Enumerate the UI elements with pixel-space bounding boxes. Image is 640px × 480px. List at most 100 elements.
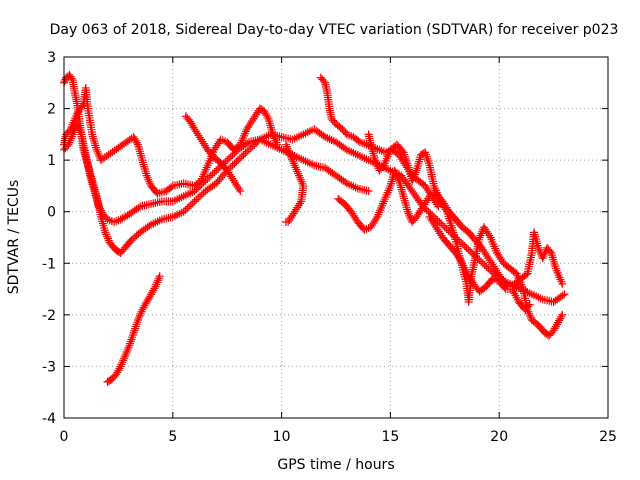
data-point-marker <box>480 261 489 270</box>
data-point-marker <box>482 262 491 271</box>
data-point-marker <box>438 221 447 230</box>
data-point-marker <box>249 114 258 123</box>
data-point-marker <box>455 255 464 264</box>
data-point-marker <box>196 192 204 201</box>
data-point-marker <box>225 154 234 163</box>
data-point-marker <box>434 227 443 236</box>
data-point-marker <box>154 274 163 283</box>
data-point-marker <box>398 146 407 155</box>
data-point-marker <box>231 178 240 187</box>
data-point-marker <box>539 252 548 261</box>
data-point-marker <box>127 335 136 344</box>
data-point-marker <box>437 199 446 208</box>
data-point-marker <box>432 223 441 232</box>
data-point-marker <box>185 202 194 211</box>
data-point-marker <box>268 130 277 139</box>
data-point-marker <box>250 112 259 121</box>
data-point-marker <box>239 150 248 159</box>
data-point-marker <box>154 276 163 285</box>
data-point-marker <box>424 159 433 168</box>
data-point-marker <box>281 218 290 227</box>
data-point-marker <box>481 250 490 259</box>
data-point-marker <box>476 231 485 240</box>
data-point-marker <box>131 324 140 333</box>
data-point-marker <box>478 259 487 268</box>
data-point-marker <box>291 205 300 214</box>
data-point-marker <box>132 138 141 147</box>
data-point-marker <box>422 205 431 214</box>
data-point-marker <box>372 158 381 167</box>
data-point-marker <box>535 245 544 254</box>
data-point-marker <box>60 77 69 86</box>
data-point-marker <box>372 214 381 223</box>
data-point-marker <box>464 272 473 281</box>
data-point-marker <box>419 202 428 211</box>
data-point-marker <box>424 157 433 166</box>
data-point-marker <box>372 160 381 169</box>
y-tick-label: -1 <box>42 256 56 272</box>
data-point-marker <box>102 230 111 239</box>
data-point-marker <box>73 109 82 118</box>
x-tick-label: 5 <box>168 429 177 445</box>
data-point-marker <box>230 159 239 168</box>
data-point-marker <box>248 116 257 125</box>
data-point-marker <box>120 213 129 222</box>
data-point-marker <box>489 262 498 271</box>
data-point-marker <box>421 181 430 190</box>
data-point-marker <box>232 157 241 166</box>
data-point-marker <box>468 278 477 287</box>
data-point-marker <box>369 219 378 228</box>
x-tick-label: 25 <box>599 429 617 445</box>
plot-frame <box>63 56 609 419</box>
data-point-marker <box>75 126 84 135</box>
data-point-marker <box>492 266 501 275</box>
x-axis-label: GPS time / hours <box>277 457 394 473</box>
data-point-marker <box>227 172 236 181</box>
data-point-marker <box>245 121 254 130</box>
data-point-marker <box>287 153 296 162</box>
data-point-marker <box>525 300 534 309</box>
data-point-marker <box>291 163 300 172</box>
data-point-marker <box>208 169 217 178</box>
data-point-marker <box>181 205 190 214</box>
data-point-marker <box>223 166 232 175</box>
data-point-marker <box>116 362 125 371</box>
data-point-marker <box>410 170 419 179</box>
data-point-marker <box>197 190 206 199</box>
data-point-marker <box>370 216 379 225</box>
data-point-marker <box>479 223 488 232</box>
data-point-marker <box>430 221 439 230</box>
data-point-marker <box>241 149 250 158</box>
data-point-marker <box>524 302 533 311</box>
data-point-marker <box>479 245 488 254</box>
data-point-marker <box>433 216 442 225</box>
data-point-marker <box>253 108 262 117</box>
data-point-marker <box>558 310 567 319</box>
data-point-marker <box>269 132 278 141</box>
data-point-marker <box>123 345 132 354</box>
data-point-marker <box>296 175 305 184</box>
data-point-marker <box>128 331 137 340</box>
data-point-marker <box>403 207 412 216</box>
data-point-marker <box>293 203 302 212</box>
data-point-marker <box>466 274 475 283</box>
data-point-marker <box>288 155 297 164</box>
data-point-marker <box>144 175 153 184</box>
data-point-marker <box>103 232 112 241</box>
data-point-marker <box>440 203 449 212</box>
data-point-marker <box>295 173 304 182</box>
data-point-marker <box>190 197 199 206</box>
data-point-marker <box>211 143 220 152</box>
x-tick-label: 0 <box>60 429 69 445</box>
y-axis-label: SDTVAR / TECUs <box>6 180 22 295</box>
data-point-marker <box>128 333 137 342</box>
data-point-marker <box>243 139 252 148</box>
data-point-marker <box>134 313 143 322</box>
y-tick-label: -3 <box>42 359 56 375</box>
data-point-marker <box>271 136 280 145</box>
data-point-marker <box>424 207 433 216</box>
data-point-marker <box>92 145 101 154</box>
data-point-marker <box>437 219 446 228</box>
data-point-marker <box>496 255 505 264</box>
data-point-marker <box>493 248 502 257</box>
